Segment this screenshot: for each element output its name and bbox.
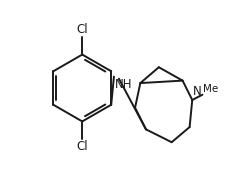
Text: N: N [193,85,202,98]
Text: Me: Me [203,84,219,94]
Text: Cl: Cl [76,140,88,153]
Text: Cl: Cl [76,23,88,36]
Text: NH: NH [115,78,133,91]
